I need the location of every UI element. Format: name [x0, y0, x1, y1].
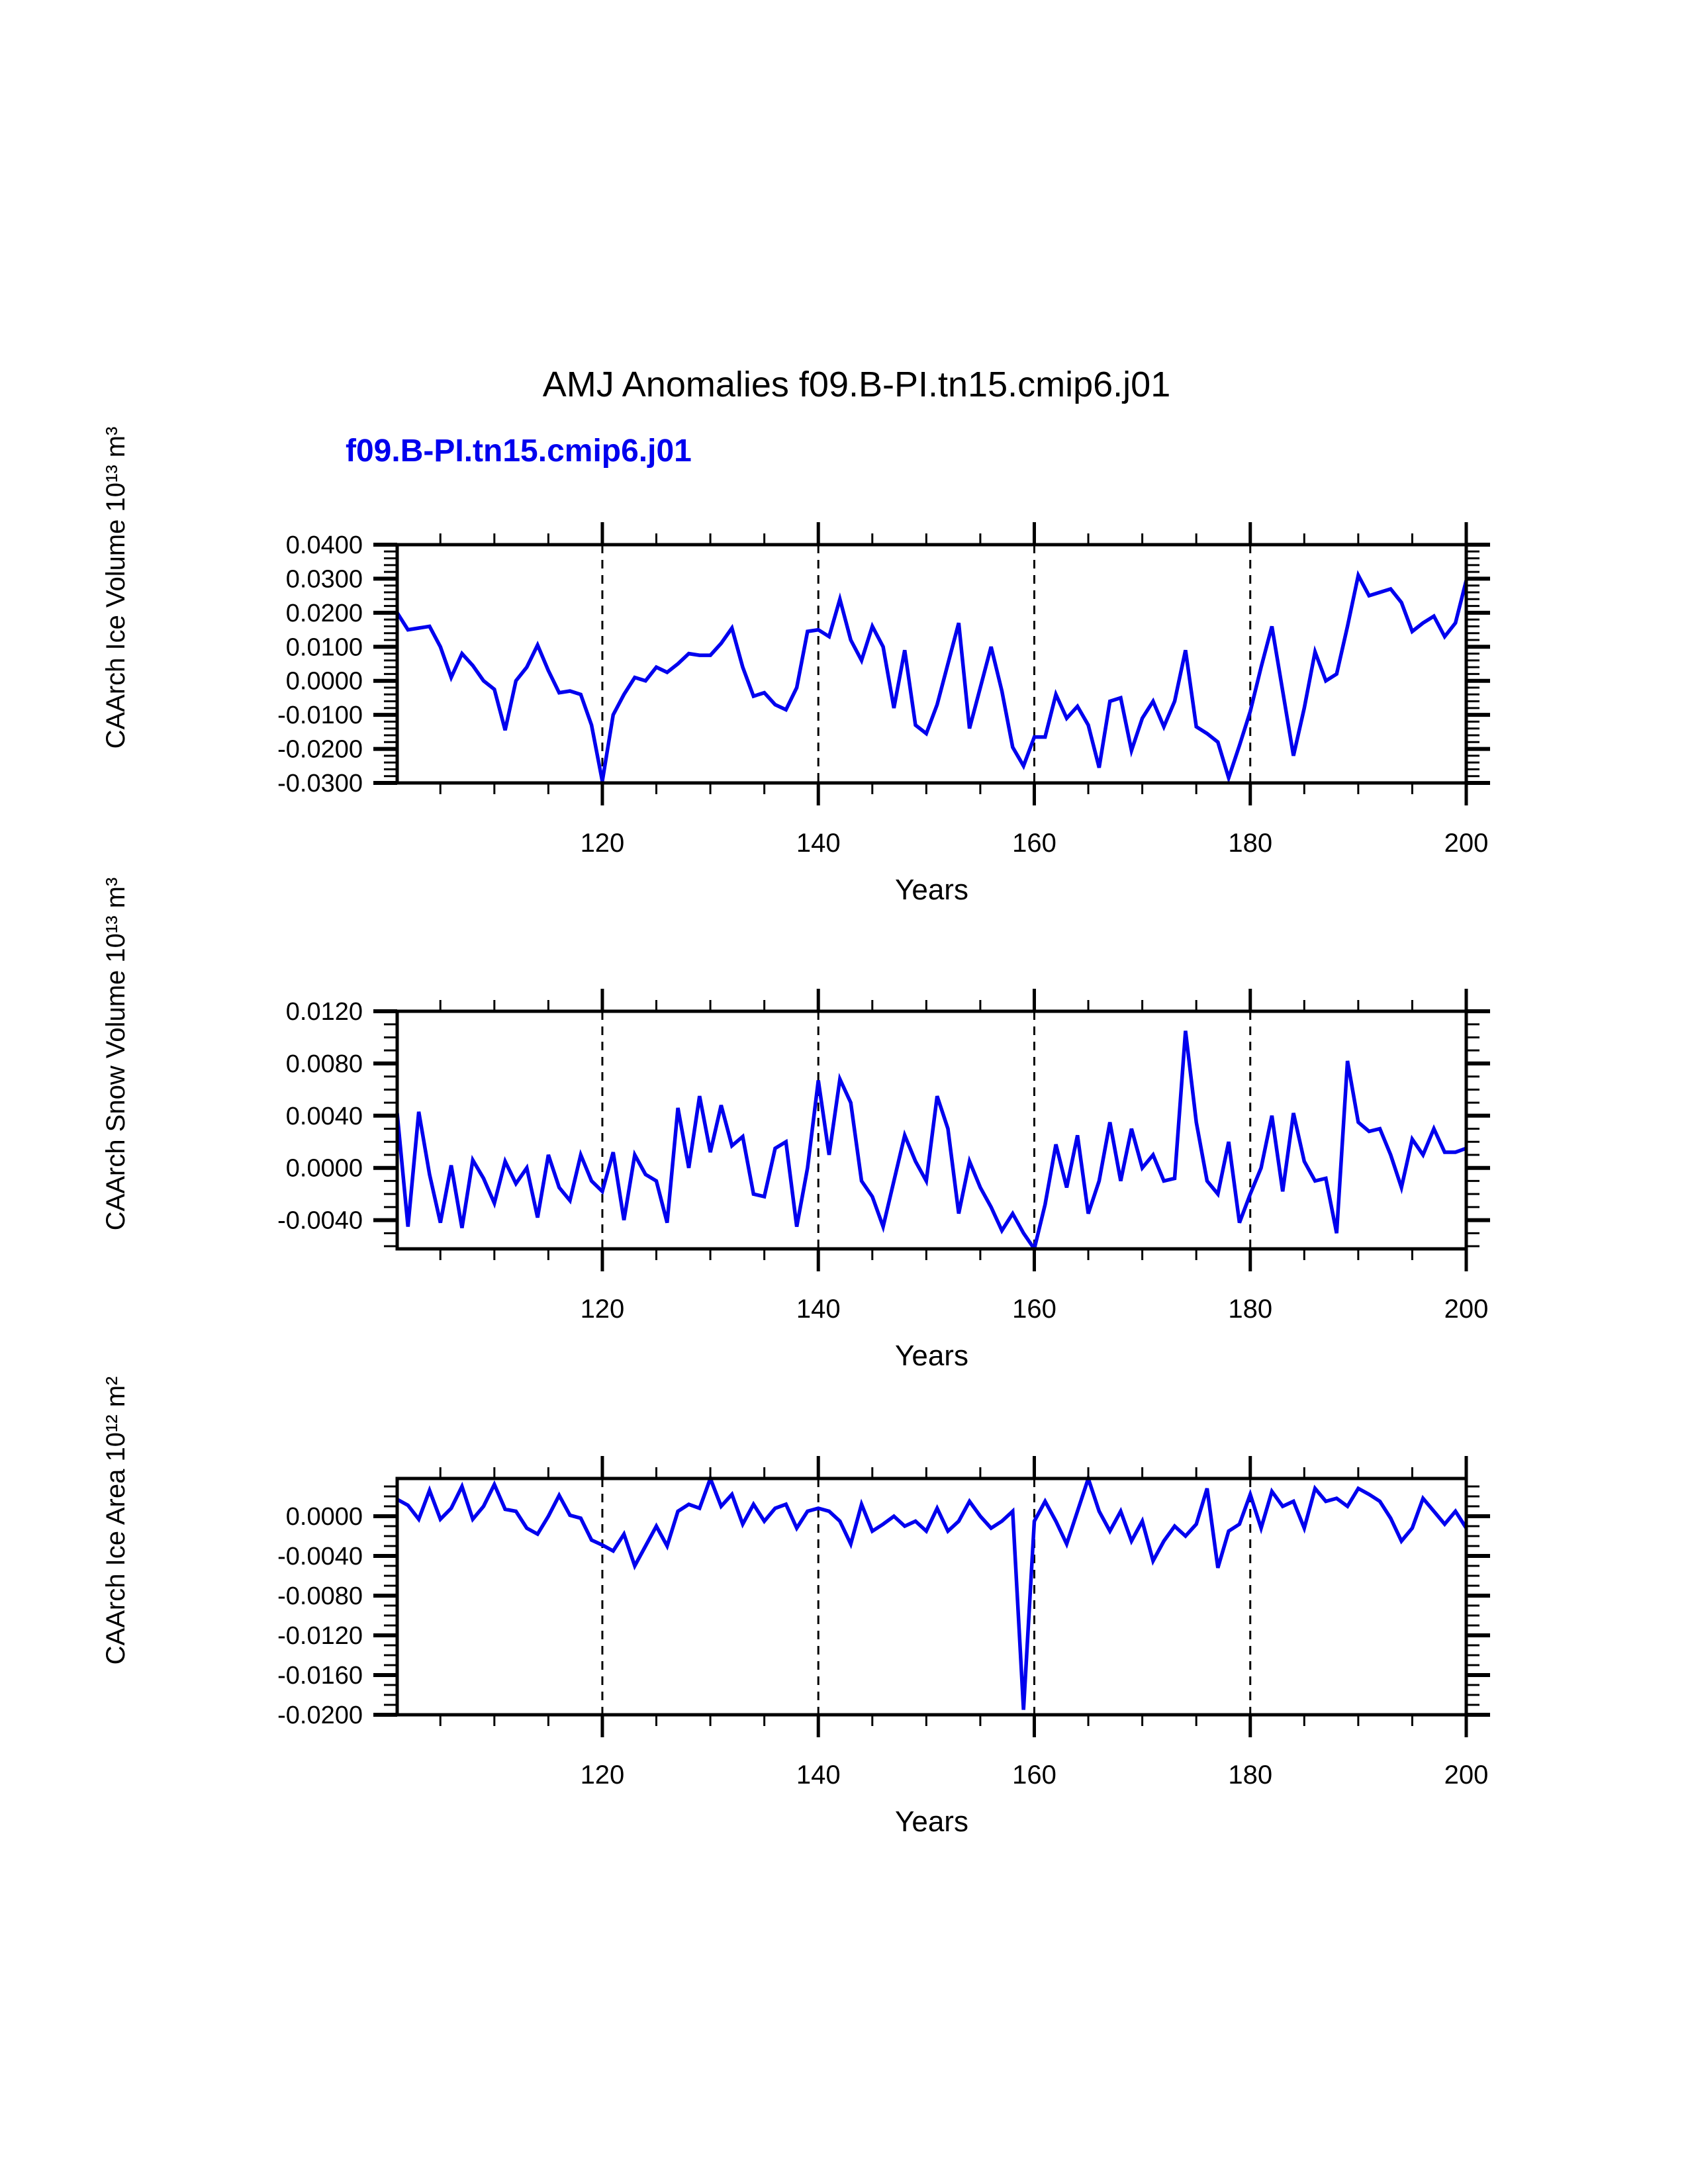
plot-frame-ice-volume: [395, 543, 1468, 785]
y-axis-title-ice-volume: CAArch Ice Volume 10¹³ m³: [101, 427, 130, 749]
chart-panel-snow-volume: 120 140 160 180 200 0.0120 0.0080 0.0040 0.0000 -…: [101, 878, 1490, 1372]
x-tick-label: 140: [796, 1295, 841, 1324]
y-tick-label: 0.0000: [286, 1155, 363, 1183]
legend-run-label: f09.B-PI.tn15.cmip6.j01: [346, 433, 692, 469]
y-tick-label: -0.0040: [277, 1207, 363, 1235]
x-tick-label: 180: [1228, 1295, 1272, 1324]
y-tick-label: -0.0300: [277, 770, 363, 797]
chart-panel-ice-volume: 120 140 160 180 200 0.0400 0.0300 0.0200 0.0100 0…: [101, 427, 1490, 906]
series-line-ice-area: [396, 1473, 1468, 1710]
x-tick-label: 160: [1012, 1295, 1056, 1324]
x-axis-title-snow-volume: Years: [895, 1340, 968, 1372]
x-axis-title-ice-volume: Years: [895, 874, 968, 906]
y-tick-label: -0.0040: [277, 1543, 363, 1570]
y-axis-title-ice-area: CAArch Ice Area 10¹² m²: [101, 1377, 130, 1665]
y-tick-label: 0.0400: [286, 531, 363, 559]
x-tick-label: 180: [1228, 829, 1272, 858]
y-tick-label: 0.0100: [286, 633, 363, 661]
plot-frame-ice-area: [395, 1477, 1468, 1717]
y-tick-label: -0.0160: [277, 1662, 363, 1690]
x-tick-label: 140: [796, 829, 841, 858]
y-tick-label: 0.0040: [286, 1103, 363, 1130]
x-tick-label: 200: [1444, 829, 1489, 858]
y-tick-label: 0.0000: [286, 1503, 363, 1531]
y-tick-label: 0.0120: [286, 998, 363, 1026]
y-tick-label: -0.0200: [277, 1702, 363, 1729]
y-tick-label: -0.0200: [277, 736, 363, 764]
x-tick-label: 140: [796, 1760, 841, 1790]
x-tick-label: 180: [1228, 1760, 1272, 1790]
x-tick-label: 200: [1444, 1295, 1489, 1324]
chart-panel-ice-area: 120 140 160 180 200 0.0000 -0.0040 -0.0080 -0.01…: [101, 1377, 1490, 1838]
y-tick-label: 0.0300: [286, 565, 363, 593]
y-tick-label: 0.0200: [286, 600, 363, 627]
y-tick-label: -0.0120: [277, 1622, 363, 1650]
x-tick-label: 200: [1444, 1760, 1489, 1790]
y-axis-title-snow-volume: CAArch Snow Volume 10¹³ m³: [101, 878, 130, 1231]
x-tick-label: 160: [1012, 1760, 1056, 1790]
x-axis-title-ice-area: Years: [895, 1805, 968, 1838]
series-line-snow-volume: [395, 1030, 1467, 1253]
y-tick-label: 0.0080: [286, 1050, 363, 1078]
y-tick-label: 0.0000: [286, 668, 363, 696]
series-line-ice-volume: [395, 570, 1468, 784]
x-tick-label: 120: [581, 1760, 625, 1790]
figure-title: AMJ Anomalies f09.B-PI.tn15.cmip6.j01: [542, 365, 1171, 404]
plot-frame-snow-volume: [395, 1009, 1468, 1251]
y-tick-label: -0.0080: [277, 1582, 363, 1610]
y-tick-label: -0.0100: [277, 702, 363, 729]
x-tick-label: 120: [581, 1295, 625, 1324]
x-tick-label: 160: [1012, 829, 1056, 858]
x-tick-label: 120: [581, 829, 625, 858]
